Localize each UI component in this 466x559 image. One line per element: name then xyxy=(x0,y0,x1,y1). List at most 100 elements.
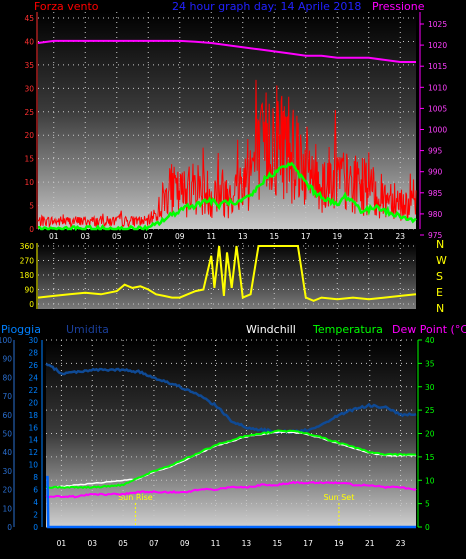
wind-speed-tick-label: 25 xyxy=(24,108,34,117)
sun-annotations: Sun Rise Sun Set xyxy=(118,493,354,527)
humidity-tick-label: 40 xyxy=(2,448,12,457)
pressure-tick-label: 1015 xyxy=(428,62,447,71)
compass-label: E xyxy=(436,286,443,299)
humidity-tick-label: 80 xyxy=(2,373,12,382)
wind-speed-tick-label: 5 xyxy=(29,202,34,211)
pressure-tick-label: 1025 xyxy=(428,20,447,29)
humidity-tick-label: 0 xyxy=(7,523,12,532)
rain-tick-label: 30 xyxy=(28,336,38,345)
rain-tick-label: 6 xyxy=(33,486,38,495)
rain-tick-label: 4 xyxy=(33,498,38,507)
wind-speed-tick-label: 15 xyxy=(24,155,34,164)
temperature-x-ticks: 01 03 05 07 09 11 13 15 17 19 21 23 xyxy=(57,539,406,548)
wind-direction-tick-label: 90 xyxy=(24,286,34,295)
chart-title: 24 hour graph day: 14 Aprile 2018 xyxy=(172,0,361,13)
sun-marker-label: Sun Set xyxy=(323,493,354,502)
pressure-tick-label: 980 xyxy=(428,210,443,219)
rain-tick-label: 2 xyxy=(33,511,38,520)
pressure-line xyxy=(37,39,416,63)
wind-x-ticks: 01 03 05 07 09 11 13 15 17 19 21 23 xyxy=(49,232,405,241)
temperature-tick-label: 40 xyxy=(425,336,435,345)
legend-humidity: Umidita xyxy=(66,323,109,336)
wind-pressure-series xyxy=(37,39,417,232)
temperature-humidity-grid xyxy=(46,339,416,528)
wind-x-tick-label: 23 xyxy=(395,232,405,241)
humidity-line xyxy=(45,362,417,435)
humidity-tick-label: 10 xyxy=(2,504,12,513)
wind-x-tick-label: 15 xyxy=(269,232,279,241)
legend-rain: Pioggia xyxy=(1,323,41,336)
wind-x-tick-label: 07 xyxy=(143,232,153,241)
pressure-y-ticks: 975 980 985 990 995 1000 1005 1010 1015 1020 1025 xyxy=(419,12,447,240)
temperature-x-tick-label: 03 xyxy=(87,539,97,548)
temperature-tick-label: 25 xyxy=(425,406,435,415)
compass-label: N xyxy=(436,302,444,315)
temperature-x-tick-label: 19 xyxy=(334,539,344,548)
humidity-y-ticks: 0 10 20 30 40 50 60 70 80 90 100 xyxy=(0,336,15,532)
wind-speed-tick-label: 10 xyxy=(24,178,34,187)
wind-direction-tick-label: 180 xyxy=(20,271,35,280)
pressure-tick-label: 995 xyxy=(428,147,443,156)
legend-temperature: Temperatura xyxy=(312,323,383,336)
humidity-tick-label: 70 xyxy=(2,392,12,401)
wind-direction-y-ticks: 0 90 180 270 360 xyxy=(20,242,38,309)
wind-speed-tick-label: 0 xyxy=(29,225,34,234)
rain-tick-label: 20 xyxy=(28,398,38,407)
pressure-tick-label: 1005 xyxy=(428,104,447,113)
temperature-x-tick-label: 23 xyxy=(396,539,406,548)
rain-line xyxy=(46,475,416,529)
wind-direction-tick-label: 360 xyxy=(20,242,35,251)
rain-tick-label: 12 xyxy=(28,448,38,457)
temperature-tick-label: 5 xyxy=(425,500,430,509)
pressure-tick-label: 985 xyxy=(428,189,443,198)
compass-label: N xyxy=(436,238,444,251)
wind-direction-grid xyxy=(38,243,416,309)
wind-x-tick-label: 19 xyxy=(332,232,342,241)
rain-tick-label: 16 xyxy=(28,423,38,432)
wind-x-tick-label: 17 xyxy=(301,232,311,241)
compass-label: W xyxy=(436,254,447,267)
compass-label: S xyxy=(436,270,443,283)
temperature-tick-label: 15 xyxy=(425,453,435,462)
legend-dew-point: Dew Point (°C) xyxy=(392,323,466,336)
temperature-x-tick-label: 05 xyxy=(118,539,128,548)
wind-direction-tick-label: 270 xyxy=(20,257,35,266)
rain-tick-label: 26 xyxy=(28,361,38,370)
wind-x-tick-label: 05 xyxy=(112,232,122,241)
temperature-x-tick-label: 17 xyxy=(303,539,313,548)
wind-x-tick-label: 01 xyxy=(49,232,59,241)
wind-direction-tick-label: 0 xyxy=(29,300,34,309)
temperature-x-tick-label: 13 xyxy=(242,539,252,548)
temperature-x-tick-label: 07 xyxy=(149,539,159,548)
rain-tick-label: 28 xyxy=(28,348,38,357)
temperature-x-tick-label: 21 xyxy=(365,539,375,548)
pressure-tick-label: 1000 xyxy=(428,126,447,135)
wind-direction-line xyxy=(37,245,417,302)
temperature-line xyxy=(45,429,416,490)
dew-point-line xyxy=(45,480,417,499)
humidity-tick-label: 60 xyxy=(2,411,12,420)
wind-x-tick-label: 21 xyxy=(364,232,374,241)
wind-speed-tick-label: 45 xyxy=(24,14,34,23)
humidity-tick-label: 30 xyxy=(2,467,12,476)
wind-speed-tick-label: 35 xyxy=(24,61,34,70)
wind-x-tick-label: 11 xyxy=(206,232,216,241)
wind-speed-tick-label: 40 xyxy=(24,37,34,46)
rain-tick-label: 24 xyxy=(28,373,38,382)
humidity-tick-label: 100 xyxy=(0,336,12,345)
temperature-x-tick-label: 11 xyxy=(211,539,221,548)
wind-direction-series xyxy=(37,245,417,302)
temperature-y-ticks: 0 5 10 15 20 25 30 35 40 xyxy=(417,336,435,532)
wind-x-tick-label: 03 xyxy=(80,232,90,241)
temperature-humidity-series xyxy=(45,362,417,529)
pressure-axis-title: Pressione xyxy=(372,0,425,13)
rain-tick-label: 22 xyxy=(28,386,38,395)
wind-average-line xyxy=(38,161,417,232)
wind-x-tick-label: 13 xyxy=(238,232,248,241)
rain-tick-label: 8 xyxy=(33,473,38,482)
wind-x-tick-label: 09 xyxy=(175,232,185,241)
